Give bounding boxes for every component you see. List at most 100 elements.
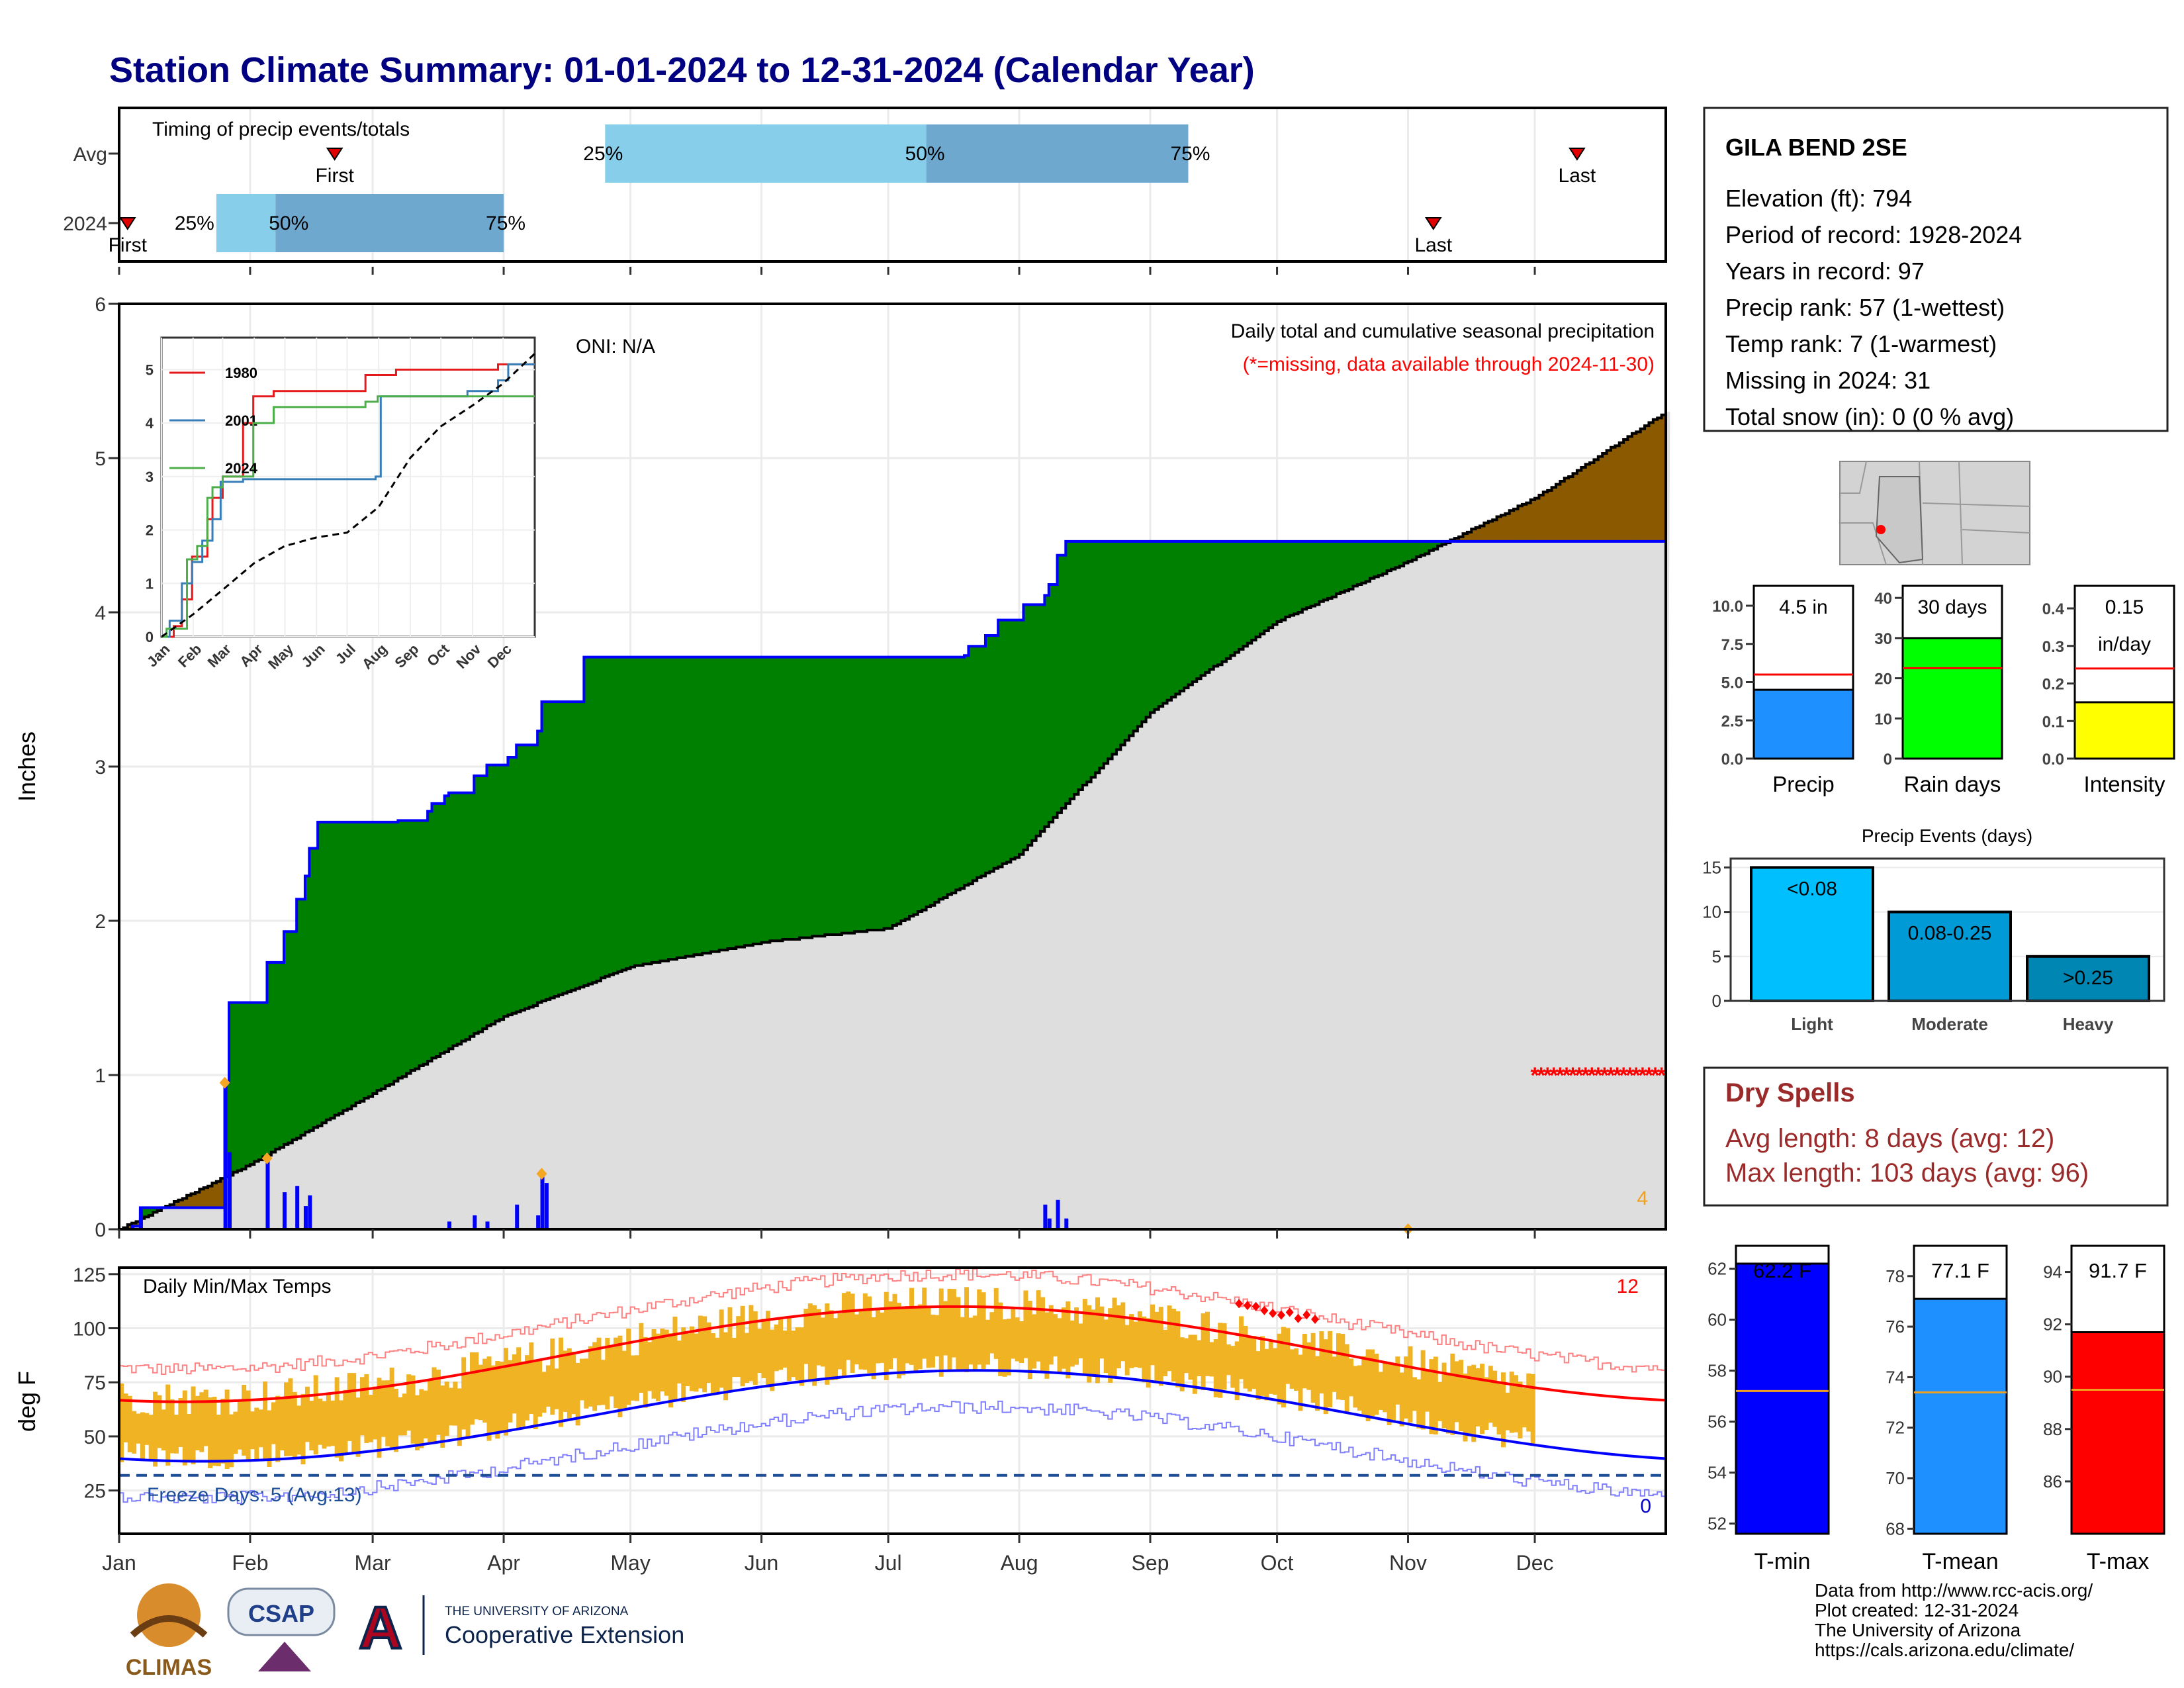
daily-temp-bar — [825, 1303, 830, 1385]
timing-marker-triangle — [326, 148, 343, 161]
daily-temp-bar — [246, 1390, 251, 1462]
daily-temp-bar — [643, 1336, 648, 1408]
daily-temp-bar — [486, 1356, 492, 1441]
daily-temp-bar — [1226, 1344, 1231, 1376]
mini-bar-ytick-label: 0 — [1884, 751, 1892, 769]
daily-temp-bar — [1027, 1301, 1032, 1380]
daily-temp-bar — [191, 1386, 196, 1465]
daily-temp-bar — [1036, 1290, 1041, 1362]
daily-temp-bar — [664, 1329, 669, 1396]
timing-pct-label: 75% — [1170, 143, 1210, 165]
observed-cumulative-line — [119, 539, 1666, 1231]
daily-precip-bar — [536, 1215, 541, 1229]
daily-temp-bar — [757, 1329, 762, 1374]
inset-ytick-label: 5 — [146, 361, 154, 378]
daily-temp-bar — [917, 1304, 923, 1370]
footer-credit-line: Data from http://www.rcc-acis.org/ — [1815, 1580, 2093, 1601]
record-hot-marker — [1285, 1307, 1294, 1317]
daily-temp-bar — [1530, 1374, 1535, 1444]
daily-temp-bar — [588, 1346, 593, 1407]
daily-temp-bar — [926, 1307, 931, 1368]
daily-temp-bar — [1306, 1342, 1312, 1390]
timing-row-label: 2024 — [63, 213, 107, 235]
missing-data-marker: * — [1537, 1063, 1546, 1088]
timing-bar-50-75 — [275, 194, 504, 252]
daily-precip-bar — [223, 1082, 228, 1229]
temp-bar-ytick-label: 88 — [2043, 1419, 2062, 1439]
daily-temp-bar — [782, 1331, 788, 1368]
daily-temp-bar — [1103, 1319, 1109, 1374]
daily-temp-bar — [140, 1412, 145, 1461]
temp-axis-label: deg F — [13, 1371, 40, 1432]
temp-bar-label: T-max — [2087, 1549, 2149, 1574]
timing-bar-25-50 — [216, 194, 276, 252]
timing-panel: Avg 2024 Timing of precip events/totals 25%… — [63, 107, 1667, 275]
daily-temp-bar — [765, 1311, 770, 1388]
timing-marker-label: First — [109, 234, 148, 256]
daily-temp-bar — [373, 1386, 378, 1440]
climas-logo-arc — [130, 1615, 208, 1638]
daily-temp-bar — [271, 1402, 276, 1444]
record-hot-marker — [1243, 1301, 1251, 1311]
daily-temp-bar — [1412, 1377, 1417, 1411]
daily-temp-bar — [174, 1415, 179, 1454]
daily-temp-bar — [1091, 1309, 1096, 1377]
daily-temp-bar — [719, 1309, 724, 1388]
right-panels: GILA BEND 2SE Elevation (ft): 794 Period o… — [1702, 107, 2175, 1574]
daily-temp-bar — [267, 1410, 272, 1468]
daily-temp-bar — [752, 1311, 758, 1385]
timing-marker-triangle — [1424, 217, 1442, 230]
daily-temp-bar — [279, 1397, 285, 1450]
daily-temp-bar — [1032, 1314, 1037, 1369]
daily-temp-bar — [715, 1337, 720, 1392]
daily-temp-bar — [1069, 1320, 1075, 1367]
mini-bar-ytick-label: 2.5 — [1721, 712, 1743, 730]
csap-logo-text: CSAP — [248, 1600, 314, 1627]
temp-bar-value-label: 77.1 F — [1931, 1259, 1989, 1282]
daily-temp-bar — [355, 1397, 361, 1457]
missing-data-marker: * — [1632, 1063, 1641, 1088]
inset-ytick-label: 1 — [146, 575, 154, 592]
mini-bar-ytick-label: 0.0 — [1721, 751, 1743, 769]
daily-temp-bar — [478, 1364, 483, 1421]
daily-temp-bar — [799, 1327, 805, 1386]
map-background — [1839, 461, 2030, 565]
inset-normal-line — [161, 353, 536, 638]
daily-temp-bar — [1480, 1364, 1485, 1434]
dry-spells-line: Avg length: 8 days (avg: 12) — [1725, 1124, 2054, 1153]
daily-temp-bar — [178, 1397, 183, 1447]
daily-temp-bar — [1518, 1382, 1523, 1438]
daily-temp-bar — [635, 1355, 639, 1401]
heavy-count-label: 4 — [1637, 1188, 1648, 1209]
daily-temp-bar — [381, 1380, 386, 1437]
daily-temp-bar — [1154, 1311, 1160, 1383]
month-label: May — [610, 1551, 650, 1575]
daily-temp-bar — [956, 1297, 961, 1370]
daily-temp-bar — [490, 1365, 496, 1434]
daily-temp-bar — [1124, 1325, 1130, 1376]
map-arizona — [1875, 476, 1924, 564]
daily-temp-bar — [504, 1348, 509, 1436]
event-bar-label: <0.08 — [1787, 878, 1837, 900]
temp-bar-ytick-label: 56 — [1707, 1412, 1727, 1432]
daily-temp-bar — [1463, 1374, 1468, 1442]
temp-bar-ytick-label: 68 — [1886, 1519, 1905, 1538]
daily-precip-bar — [265, 1158, 270, 1229]
daily-precip-bar — [540, 1174, 545, 1229]
daily-temp-bar — [778, 1319, 784, 1370]
timing-bar-25-50 — [605, 124, 927, 183]
daily-temp-bar — [165, 1384, 171, 1466]
timing-marker-triangle — [1569, 148, 1586, 161]
daily-temp-bar — [1514, 1375, 1519, 1432]
daily-temp-bar — [596, 1337, 602, 1405]
temp-bar-ytick-label: 90 — [2043, 1367, 2062, 1387]
daily-temp-bar — [1175, 1311, 1181, 1387]
daily-temp-bar — [288, 1378, 293, 1456]
daily-temp-bar — [1222, 1323, 1227, 1390]
daily-temp-bar — [1019, 1321, 1024, 1363]
daily-temp-bar — [694, 1333, 699, 1392]
daily-temp-bar — [960, 1317, 965, 1372]
freeze-days-label: Freeze Days: 5 (Avg:13) — [147, 1484, 362, 1506]
missing-data-marker: * — [1530, 1063, 1539, 1088]
daily-temp-bar — [795, 1327, 800, 1381]
